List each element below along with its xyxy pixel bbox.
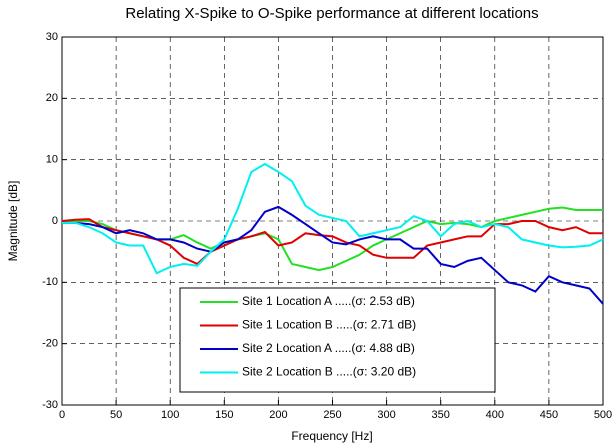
x-tick-label: 300 [377,409,395,421]
y-tick-label: 0 [52,215,58,227]
x-tick-label: 400 [486,409,504,421]
y-tick-label: -20 [42,338,58,350]
y-tick-label: 30 [46,31,58,43]
x-tick-label: 350 [432,409,450,421]
x-axis-label: Frequency [Hz] [291,429,372,443]
y-tick-label: 10 [46,154,58,166]
legend-label: Site 2 Location A .....(σ: 4.88 dB) [242,341,415,355]
y-tick-label: 20 [46,92,58,104]
legend-label: Site 1 Location A .....(σ: 2.53 dB) [242,294,415,308]
legend-label: Site 2 Location B .....(σ: 3.20 dB) [242,365,416,379]
x-tick-label: 450 [540,409,558,421]
y-axis-label: Magnitude [dB] [6,181,20,262]
y-tick-label: -10 [42,276,58,288]
chart-title: Relating X-Spike to O-Spike performance … [125,5,538,22]
series-line [62,205,604,305]
x-tick-label: 500 [594,409,612,421]
x-tick-label: 200 [269,409,287,421]
series-line [62,162,604,275]
x-tick-label: 0 [59,409,65,421]
x-tick-label: 250 [323,409,341,421]
x-tick-label: 150 [215,409,233,421]
legend-box [179,287,496,393]
y-tick-label: -30 [42,399,58,411]
x-tick-label: 50 [110,409,122,421]
x-tick-label: 100 [161,409,179,421]
legend-label: Site 1 Location B .....(σ: 2.71 dB) [242,318,416,332]
